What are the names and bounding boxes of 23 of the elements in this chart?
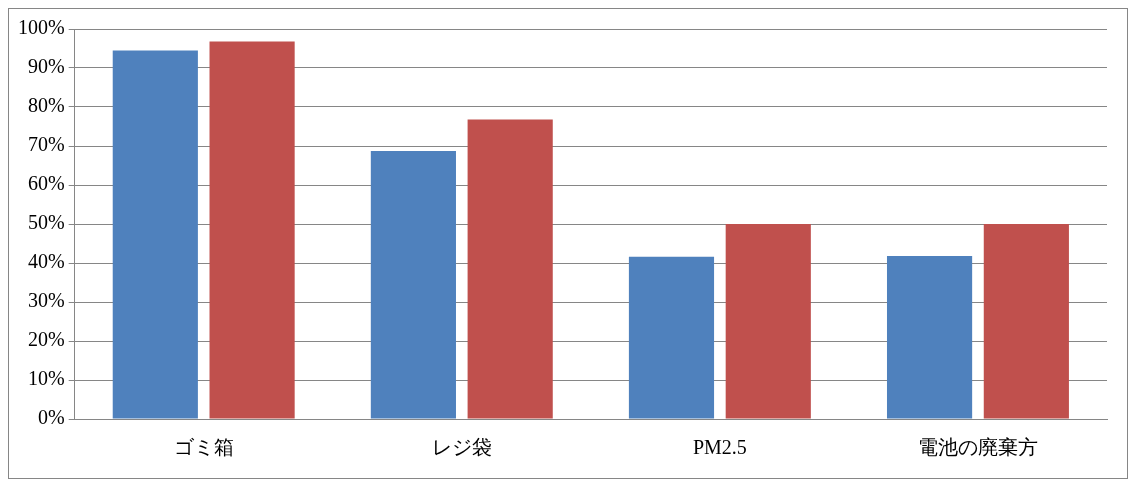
y-tick-label: 20%	[27, 328, 65, 351]
x-tick-label: 電池の廃棄方	[917, 436, 1038, 459]
y-tick-label: 40%	[27, 250, 65, 273]
y-tick-label: 30%	[27, 289, 65, 312]
x-tick-label: レジ袋	[431, 436, 492, 459]
y-tick-label: 50%	[27, 211, 65, 234]
bar	[983, 224, 1069, 419]
x-tick-label: PM2.5	[692, 436, 747, 459]
bar	[370, 151, 456, 419]
bar	[628, 256, 715, 419]
y-tick-label: 0%	[37, 406, 65, 429]
y-tick-label: 90%	[27, 55, 65, 78]
bar	[112, 50, 198, 419]
bar	[886, 255, 973, 419]
y-tick-label: 60%	[27, 172, 65, 195]
y-tick-label: 100%	[17, 16, 65, 39]
x-tick-label: ゴミ箱	[173, 436, 234, 459]
bar	[209, 41, 295, 419]
bar	[467, 119, 553, 419]
y-tick-label: 80%	[27, 94, 65, 117]
y-tick-label: 70%	[27, 133, 65, 156]
y-tick-label: 10%	[27, 367, 65, 390]
bar	[725, 224, 811, 419]
